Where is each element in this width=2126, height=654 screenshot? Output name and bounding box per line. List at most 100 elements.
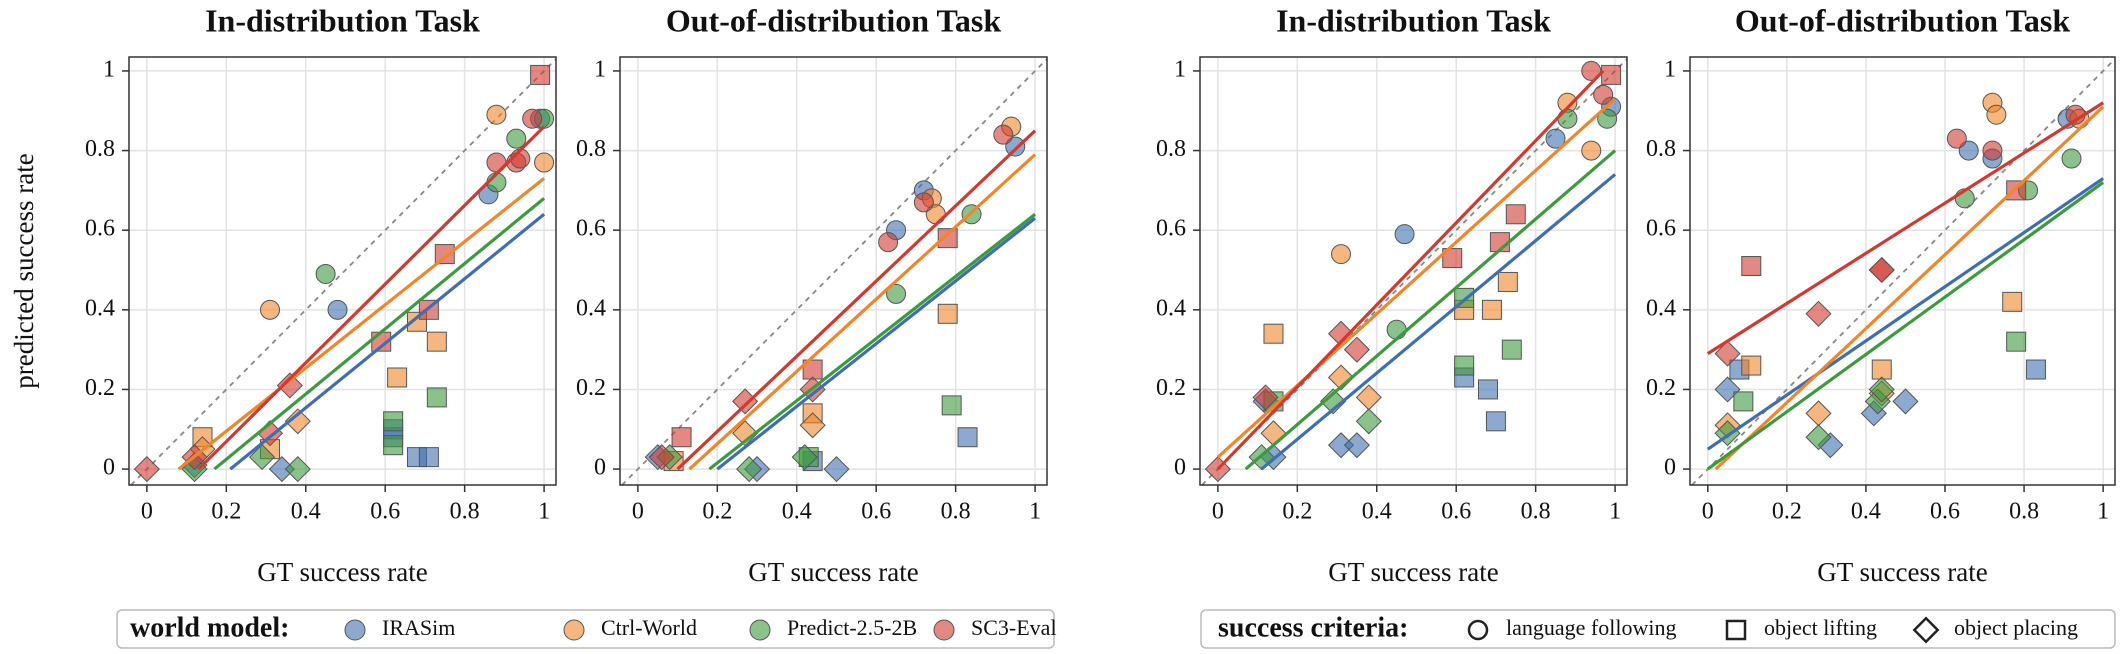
data-point [1805,300,1832,327]
data-point [1320,388,1347,415]
data-point [937,228,958,249]
data-point [799,412,826,439]
fit-line [1706,177,2105,451]
y-tick-label: 1 [594,56,606,82]
x-axis-label: GT success rate [1328,557,1498,587]
legend-label: Ctrl-World [601,615,697,640]
y-tick-label: 0 [1664,455,1676,481]
y-tick-label: 0.2 [1646,375,1676,401]
x-axis-label: GT success rate [748,557,918,587]
y-tick-label: 0.2 [576,375,606,401]
data-point [1986,104,2007,125]
data-point [937,303,958,324]
y-tick-label: 0.2 [1156,375,1186,401]
data-point [1386,319,1407,340]
chart-title: In-distribution Task [205,2,480,38]
x-tick-label: 0.4 [291,499,321,525]
x-tick-label: 1 [1609,499,1621,525]
data-point [1505,204,1526,225]
chart-title: Out-of-distribution Task [666,2,1001,38]
data-point [522,108,543,129]
data-point [1741,355,1762,376]
data-point [1252,384,1279,411]
reference-line [1691,58,2116,486]
data-point [957,427,978,448]
fit-line [688,153,1037,471]
y-tick-label: 0 [594,455,606,481]
data-point [276,372,303,399]
chart-title: Out-of-distribution Task [1735,2,2070,38]
data-point [1741,256,1762,277]
fit-line [229,213,546,471]
x-tick-label: 0.4 [1851,499,1881,525]
fit-line [1706,181,2105,471]
x-tick-label: 0.4 [782,499,812,525]
data-point [791,444,818,471]
y-tick-label: 0.2 [85,375,115,401]
data-point [823,456,850,483]
x-tick-label: 0 [1212,499,1224,525]
y-tick-label: 0.8 [1646,136,1676,162]
data-point [1331,244,1352,265]
y-tick-label: 0.6 [1156,216,1186,242]
data-point [1477,379,1498,400]
data-point [486,104,507,125]
data-point [1394,224,1415,245]
data-point [506,128,527,149]
panel: In-distribution Task 0 0.2 0.4 0.6 0.8 1 0 0.2 0.… [9,2,557,587]
legend-marker [1912,616,1940,644]
data-point [1454,355,1475,376]
x-tick-label: 0.6 [861,499,891,525]
x-tick-label: 0.8 [941,499,971,525]
x-tick-label: 1 [2097,499,2109,525]
y-tick-label: 0 [103,455,115,481]
legend-marker [1725,619,1747,641]
legend-label: IRASim [382,615,455,640]
data-point [941,395,962,416]
data-point [1593,84,1614,105]
data-point [327,299,348,320]
reference-line [621,58,1048,486]
y-tick-label: 0.6 [1646,216,1676,242]
data-point [1805,424,1832,451]
data-point [260,299,281,320]
data-point [530,64,551,85]
x-tick-label: 0 [141,499,153,525]
x-tick-label: 0.2 [1282,499,1312,525]
data-point [1343,432,1370,459]
legend-marker [749,619,771,641]
legend-title: world model: [130,612,289,643]
data-point [1497,271,1518,292]
x-tick-label: 0.2 [1772,499,1802,525]
fit-line [1244,149,1617,471]
fit-line [197,125,546,471]
y-tick-label: 0.8 [576,136,606,162]
data-point [1601,64,1622,85]
x-tick-label: 0.8 [1521,499,1551,525]
y-tick-label: 0.4 [1156,295,1186,321]
data-point [383,435,404,456]
legend-box [1200,609,2116,649]
data-point [1581,140,1602,161]
plot-frame [1199,56,1628,486]
x-tick-label: 0.6 [370,499,400,525]
y-tick-label: 0.4 [85,295,115,321]
panel: Out-of-distribution Task 0 0.2 0.4 0.6 0.8 1 0 0… [576,2,1048,587]
data-point [133,456,160,483]
legend-box [116,609,1055,649]
x-tick-label: 0.8 [450,499,480,525]
data-point [2006,331,2027,352]
data-point [1343,336,1370,363]
fit-line [1216,69,1605,471]
data-point [1581,60,1602,81]
y-tick-label: 1 [1664,56,1676,82]
data-point [1485,411,1506,432]
data-point [1355,408,1382,435]
data-point [913,192,934,213]
data-point [1501,339,1522,360]
data-point [1714,376,1741,403]
x-axis-label: GT success rate [1817,557,1987,587]
y-tick-label: 1 [1174,56,1186,82]
y-tick-label: 0.4 [1646,295,1676,321]
legend-marker [563,619,585,641]
